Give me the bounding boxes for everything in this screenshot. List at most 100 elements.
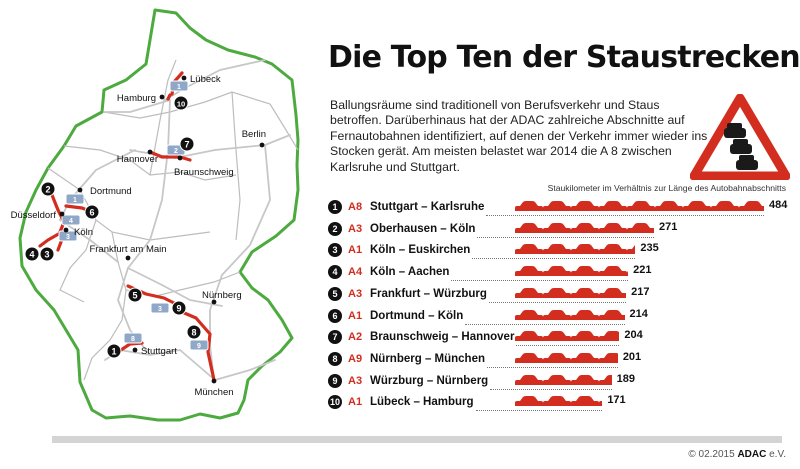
city-label: Frankfurt am Main xyxy=(89,244,166,255)
car-icon xyxy=(543,244,571,255)
car-icon xyxy=(571,331,599,342)
intro-text: Ballungsräume sind traditionell von Beru… xyxy=(330,98,708,174)
autobahn-shield-icon: 9 xyxy=(189,339,209,351)
city-label: Köln xyxy=(74,227,93,238)
route-label: Köln – Aachen xyxy=(370,266,450,279)
city-label: Berlin xyxy=(242,129,266,140)
bar xyxy=(514,199,764,213)
leader-line xyxy=(487,366,618,368)
car-icon xyxy=(599,266,627,277)
car-icon xyxy=(599,401,603,407)
data-label: 189 xyxy=(616,372,635,385)
route-label: Braunschweig – Hannover xyxy=(370,331,515,344)
data-label: 235 xyxy=(640,242,659,255)
leader-line xyxy=(476,410,603,412)
route-label: Lübeck – Hamburg xyxy=(370,396,474,409)
route-label: Dortmund – Köln xyxy=(370,309,464,322)
rank-marker xyxy=(171,300,187,316)
road-number: A2 xyxy=(348,331,363,344)
copyright-date: © 02.2015 xyxy=(688,449,735,460)
germany-map: 12134389HamburgLübeckBerlinHannoverBraun… xyxy=(11,8,300,422)
data-label: 204 xyxy=(624,329,643,342)
car-icon xyxy=(683,201,711,211)
car-icon xyxy=(515,222,543,233)
route-label: Köln – Euskirchen xyxy=(370,244,471,257)
rank-marker xyxy=(173,95,189,111)
autobahn-shield-icon: 4 xyxy=(61,214,81,226)
congestion-route xyxy=(166,93,172,101)
car-icon xyxy=(571,201,599,211)
rank-marker xyxy=(186,324,202,340)
car-icon xyxy=(515,352,543,363)
route-label: Nürnberg – München xyxy=(370,352,486,365)
autobahn-shield-icon: 8 xyxy=(123,332,143,344)
rank-marker xyxy=(179,136,195,152)
car-icon xyxy=(627,201,655,211)
city-label: Düsseldorf xyxy=(11,210,57,221)
rank-marker-label: 3 xyxy=(44,249,49,259)
car-icon xyxy=(543,266,571,277)
rank-badge: 9 xyxy=(328,373,342,388)
road-label: 2 xyxy=(174,148,178,155)
road-label: 9 xyxy=(197,343,201,350)
rank-row: 1 A8 Stuttgart – Karlsruhe 484 xyxy=(328,198,790,220)
rank-badge: 5 xyxy=(328,286,342,301)
autobahn-shield-icon: 1 xyxy=(65,193,85,205)
road-number: A3 xyxy=(348,222,363,235)
road-number: A8 xyxy=(348,201,363,213)
city-dot xyxy=(59,211,65,217)
city-dot xyxy=(132,347,138,353)
bar xyxy=(514,264,629,278)
bar xyxy=(514,351,618,365)
autobahn-shield-icon: 3 xyxy=(150,302,170,314)
city-label: Lübeck xyxy=(190,74,221,85)
city-dot xyxy=(181,75,187,81)
car-icon xyxy=(571,309,599,320)
leader-line xyxy=(486,215,764,216)
chart-subtitle: Staukilometer im Verhältnis zur Länge de… xyxy=(547,183,786,193)
city-dot xyxy=(211,378,217,384)
car-icon xyxy=(543,396,571,407)
bar xyxy=(514,373,612,387)
rank-marker-label: 1 xyxy=(111,346,116,356)
ranking-chart: 1 A8 Stuttgart – Karlsruhe 484 2 A3 Oberhausen… xyxy=(328,198,790,413)
car-icon xyxy=(599,352,618,363)
route-label: Oberhausen – Köln xyxy=(370,222,476,235)
footer-divider xyxy=(52,436,782,443)
rank-row: 3 A1 Köln – Euskirchen 235 xyxy=(328,241,790,263)
rank-badge: 8 xyxy=(328,351,342,366)
car-icon xyxy=(571,396,599,407)
road-number: A3 xyxy=(348,374,363,387)
road-number: A3 xyxy=(348,287,363,300)
rank-row: 6 A1 Dortmund – Köln 214 xyxy=(328,307,790,329)
city-dot xyxy=(159,94,165,100)
congestion-route xyxy=(148,150,192,162)
city-dot xyxy=(77,187,83,193)
road-number: A4 xyxy=(348,266,363,279)
road-label: 1 xyxy=(177,84,181,91)
car-icon xyxy=(543,352,571,363)
city-dot xyxy=(211,299,217,305)
rank-badge: 2 xyxy=(328,221,342,236)
rank-badge: 3 xyxy=(328,243,342,258)
route-label: Stuttgart – Karlsruhe xyxy=(370,201,485,213)
car-icon xyxy=(627,222,654,233)
car-icon xyxy=(655,201,683,211)
bar xyxy=(514,221,654,235)
rank-row: 9 A3 Würzburg – Nürnberg 189 xyxy=(328,372,790,394)
city-label: München xyxy=(194,387,233,398)
car-icon xyxy=(543,201,571,211)
rank-marker-label: 7 xyxy=(184,139,189,149)
road-label: 3 xyxy=(66,234,70,241)
leader-line xyxy=(477,236,654,238)
bar xyxy=(514,394,603,408)
route-label: Frankfurt – Würzburg xyxy=(370,287,487,300)
data-label: 201 xyxy=(622,350,642,363)
car-icon xyxy=(515,396,543,407)
car-icon xyxy=(599,244,627,255)
car-icon xyxy=(515,244,543,255)
data-label: 221 xyxy=(633,264,652,277)
autobahn-shield-icon: 1 xyxy=(169,80,189,92)
city-label: Hannover xyxy=(117,154,158,165)
rank-badge: 7 xyxy=(328,330,342,345)
